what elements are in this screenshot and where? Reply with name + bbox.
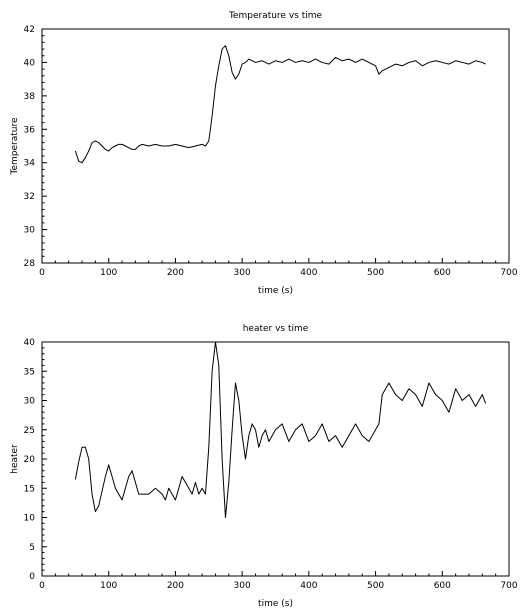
heater-x-tick-label: 400 xyxy=(300,581,317,591)
temperature-x-tick-label: 400 xyxy=(300,268,317,278)
temperature-y-tick-label: 36 xyxy=(24,125,36,135)
temperature-x-tick-label: 300 xyxy=(234,268,251,278)
heater-y-tick-label: 25 xyxy=(24,426,35,436)
heater-y-tick-label: 35 xyxy=(24,367,35,377)
heater-y-tick-label: 0 xyxy=(29,572,35,582)
heater-x-tick-label: 500 xyxy=(367,581,384,591)
temperature-y-tick-label: 40 xyxy=(24,58,36,68)
temperature-y-tick-label: 34 xyxy=(24,159,36,169)
temperature-x-axis-label: time (s) xyxy=(258,286,293,296)
heater-x-tick-label: 300 xyxy=(234,581,251,591)
temperature-series-line xyxy=(74,45,486,164)
heater-y-tick-label: 5 xyxy=(29,543,35,553)
temperature-y-tick-label: 42 xyxy=(24,25,35,35)
heater-x-axis-label: time (s) xyxy=(258,599,293,609)
heater-x-tick-label: 600 xyxy=(434,581,451,591)
temperature-x-tick-label: 100 xyxy=(100,268,117,278)
temperature-plot-frame xyxy=(41,28,510,264)
heater-chart-title: heater vs time xyxy=(243,324,309,334)
temperature-y-tick-label: 28 xyxy=(24,259,36,269)
heater-series-line xyxy=(74,341,487,518)
heater-x-tick-label: 0 xyxy=(39,581,45,591)
temperature-y-tick-label: 32 xyxy=(24,192,35,202)
heater-y-tick-label: 20 xyxy=(24,455,36,465)
heater-y-tick-label: 40 xyxy=(24,338,36,348)
temperature-y-axis-label: Temperature xyxy=(10,117,20,175)
heater-y-tick-label: 15 xyxy=(24,484,35,494)
temperature-chart: Temperature vs time 0 100 200 300 400 500 600 70… xyxy=(10,11,518,296)
temperature-y-tick-label: 30 xyxy=(24,226,36,236)
heater-y-axis-label: heater xyxy=(10,444,20,474)
temperature-x-tick-label: 600 xyxy=(434,268,451,278)
heater-x-tick-label: 200 xyxy=(167,581,184,591)
temperature-x-tick-label: 0 xyxy=(39,268,45,278)
heater-plot-frame xyxy=(41,341,510,577)
temperature-x-tick-label: 200 xyxy=(167,268,184,278)
temperature-x-tick-label: 700 xyxy=(500,268,517,278)
heater-y-tick-label: 30 xyxy=(24,397,36,407)
heater-x-tick-label: 100 xyxy=(100,581,117,591)
temperature-y-tick-label: 38 xyxy=(24,92,36,102)
temperature-x-tick-label: 500 xyxy=(367,268,384,278)
temperature-chart-title: Temperature vs time xyxy=(228,11,323,21)
heater-chart: heater vs time 0 100 200 300 400 500 600 700 0 5 10… xyxy=(10,324,518,609)
heater-x-tick-label: 700 xyxy=(500,581,517,591)
heater-y-tick-label: 10 xyxy=(24,514,36,524)
